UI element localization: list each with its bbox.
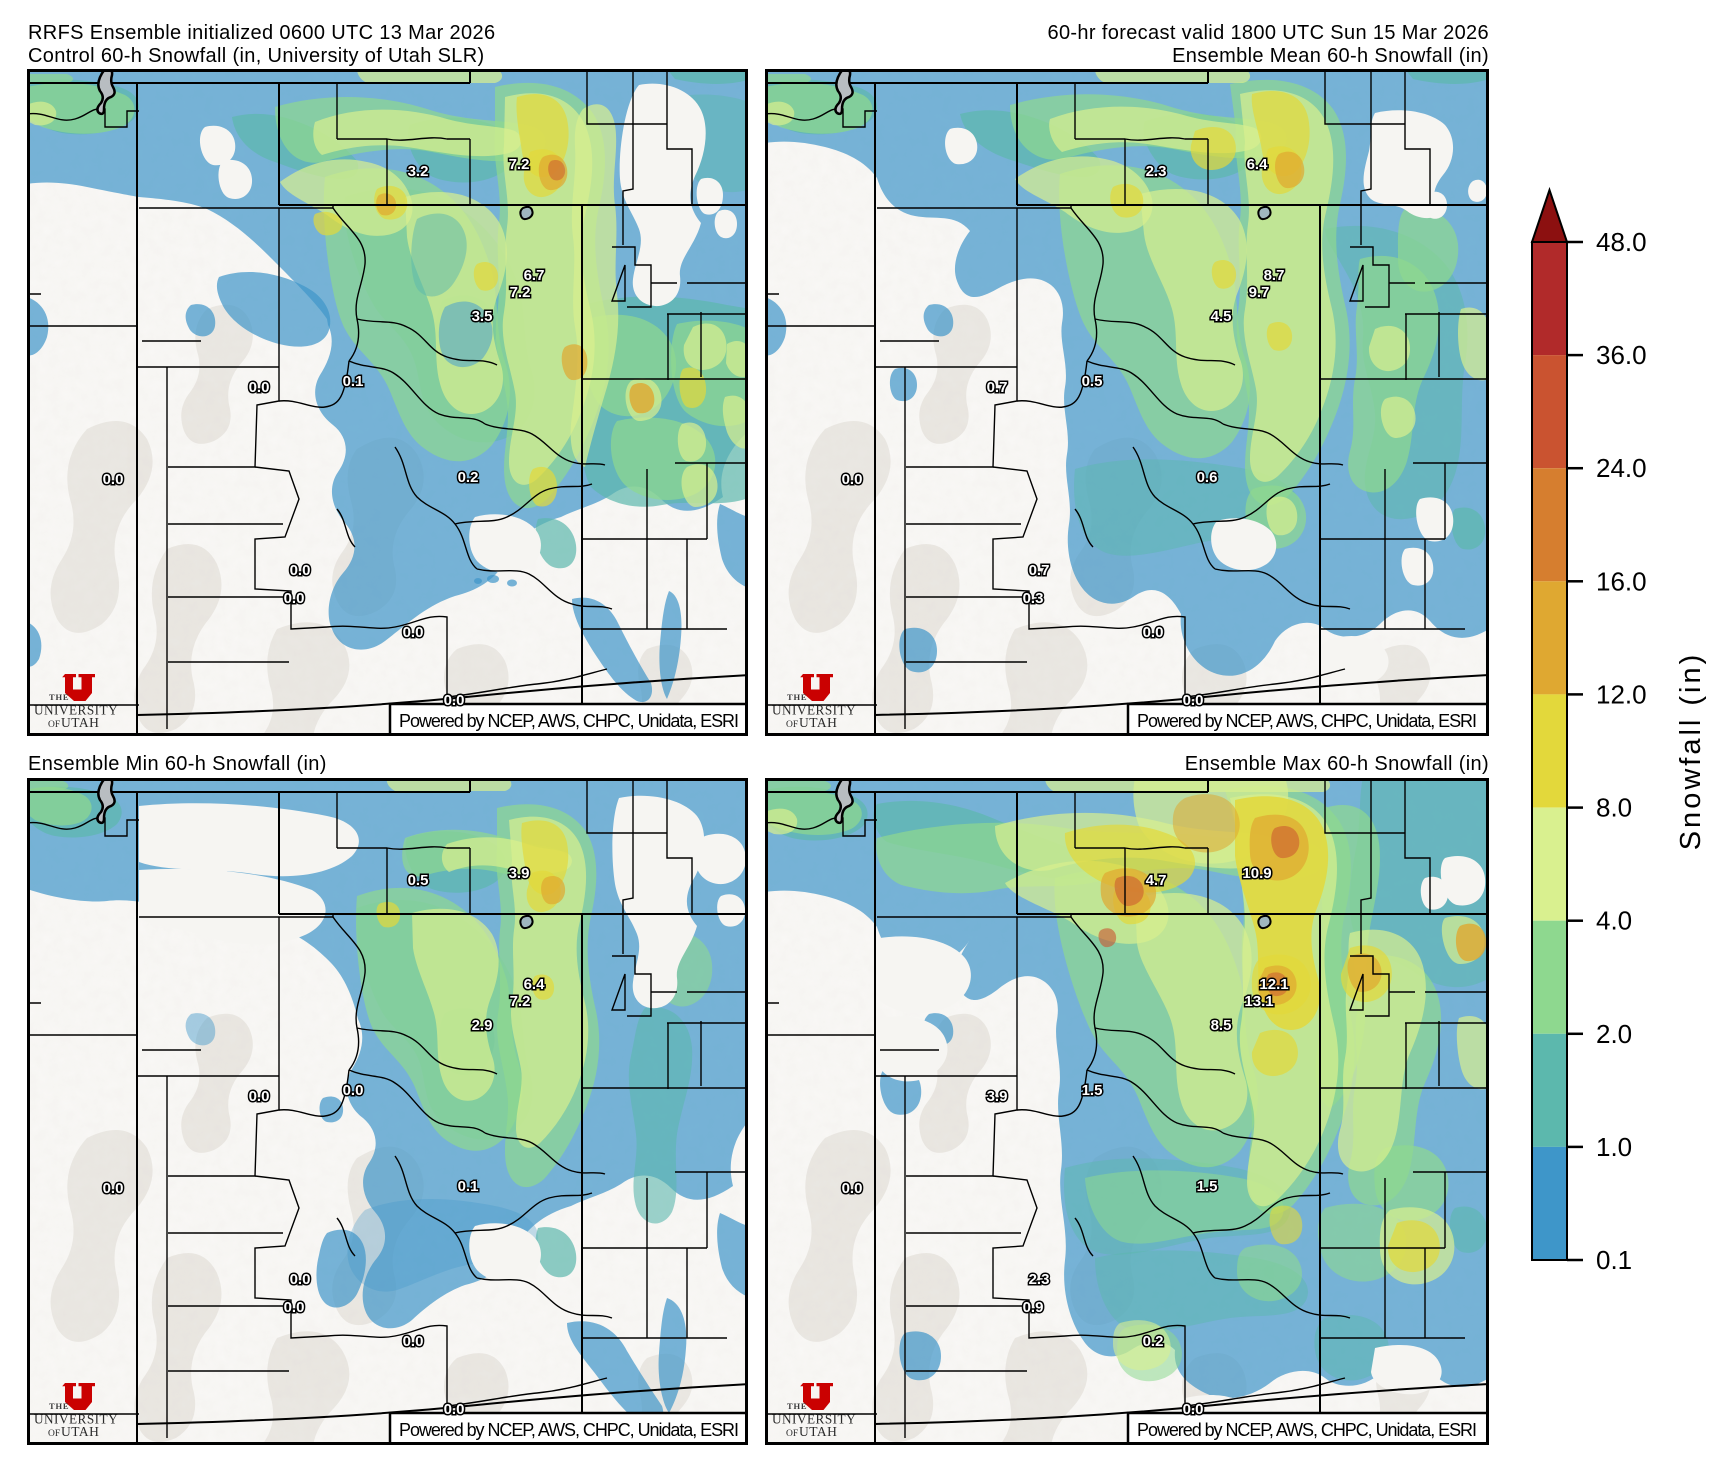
svg-text:8.0: 8.0 xyxy=(1596,793,1632,823)
svg-text:3.5: 3.5 xyxy=(472,308,493,325)
svg-text:0.7: 0.7 xyxy=(987,379,1008,396)
svg-text:9.7: 9.7 xyxy=(1249,284,1270,301)
svg-text:2.3: 2.3 xyxy=(1029,1271,1050,1288)
svg-text:7.2: 7.2 xyxy=(510,993,531,1010)
svg-text:0.0: 0.0 xyxy=(249,379,270,396)
svg-text:0.5: 0.5 xyxy=(408,872,429,889)
svg-text:12.1: 12.1 xyxy=(1259,976,1288,993)
svg-text:0.0: 0.0 xyxy=(403,1333,424,1350)
svg-text:4.7: 4.7 xyxy=(1146,872,1167,889)
svg-text:0.5: 0.5 xyxy=(1082,373,1103,390)
svg-text:0.1: 0.1 xyxy=(1596,1245,1632,1275)
svg-text:10.9: 10.9 xyxy=(1242,865,1271,882)
svg-text:3.2: 3.2 xyxy=(408,163,429,180)
svg-text:0.0: 0.0 xyxy=(103,471,124,488)
svg-text:0.0: 0.0 xyxy=(290,562,311,579)
svg-text:1.5: 1.5 xyxy=(1197,1178,1218,1195)
svg-text:Snowfall (in): Snowfall (in) xyxy=(1675,652,1707,851)
svg-text:0.0: 0.0 xyxy=(284,590,305,607)
svg-text:2.3: 2.3 xyxy=(1146,163,1167,180)
svg-text:0.0: 0.0 xyxy=(1183,692,1204,709)
svg-text:0.0: 0.0 xyxy=(1183,1401,1204,1418)
svg-text:4.5: 4.5 xyxy=(1211,308,1232,325)
svg-text:0.2: 0.2 xyxy=(458,469,479,486)
svg-text:24.0: 24.0 xyxy=(1596,453,1647,483)
svg-text:6.7: 6.7 xyxy=(524,267,545,284)
svg-text:0.2: 0.2 xyxy=(1143,1333,1164,1350)
svg-text:0.1: 0.1 xyxy=(343,373,364,390)
svg-text:0.0: 0.0 xyxy=(343,1082,364,1099)
svg-text:0.9: 0.9 xyxy=(1023,1299,1044,1316)
svg-text:0.0: 0.0 xyxy=(444,692,465,709)
svg-text:6.4: 6.4 xyxy=(524,976,546,993)
svg-text:3.9: 3.9 xyxy=(987,1088,1008,1105)
svg-text:0.0: 0.0 xyxy=(842,471,863,488)
svg-text:8.7: 8.7 xyxy=(1264,267,1285,284)
svg-text:36.0: 36.0 xyxy=(1596,340,1647,370)
svg-text:2.9: 2.9 xyxy=(472,1017,493,1034)
svg-text:0.7: 0.7 xyxy=(1029,562,1050,579)
svg-text:0.0: 0.0 xyxy=(249,1088,270,1105)
svg-text:0.0: 0.0 xyxy=(1143,624,1164,641)
svg-text:0.3: 0.3 xyxy=(1023,590,1044,607)
svg-text:1.0: 1.0 xyxy=(1596,1132,1632,1162)
svg-text:6.4: 6.4 xyxy=(1247,156,1269,173)
svg-text:0.0: 0.0 xyxy=(290,1271,311,1288)
svg-text:1.5: 1.5 xyxy=(1082,1082,1103,1099)
svg-text:0.6: 0.6 xyxy=(1197,469,1218,486)
svg-text:0.1: 0.1 xyxy=(458,1178,479,1195)
svg-text:13.1: 13.1 xyxy=(1244,993,1273,1010)
svg-text:12.0: 12.0 xyxy=(1596,679,1647,709)
svg-text:7.2: 7.2 xyxy=(509,156,530,173)
svg-text:2.0: 2.0 xyxy=(1596,1019,1632,1049)
svg-text:16.0: 16.0 xyxy=(1596,566,1647,596)
svg-text:7.2: 7.2 xyxy=(510,284,531,301)
svg-text:0.0: 0.0 xyxy=(444,1401,465,1418)
svg-text:4.0: 4.0 xyxy=(1596,906,1632,936)
svg-text:8.5: 8.5 xyxy=(1211,1017,1232,1034)
svg-text:0.0: 0.0 xyxy=(403,624,424,641)
svg-text:48.0: 48.0 xyxy=(1596,227,1647,257)
svg-text:3.9: 3.9 xyxy=(509,865,530,882)
svg-text:0.0: 0.0 xyxy=(284,1299,305,1316)
svg-text:0.0: 0.0 xyxy=(103,1180,124,1197)
svg-text:0.0: 0.0 xyxy=(842,1180,863,1197)
